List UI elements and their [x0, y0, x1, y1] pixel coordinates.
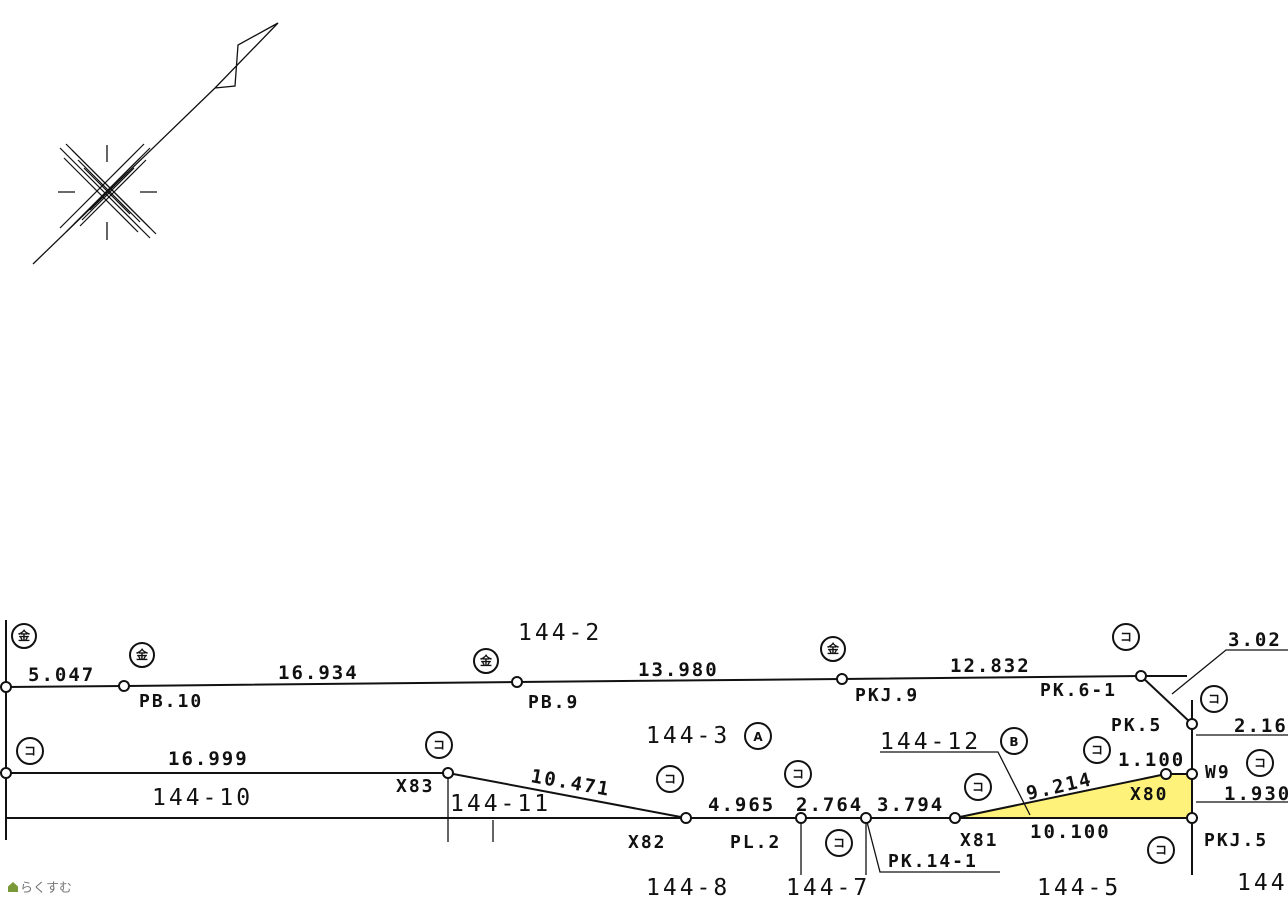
svg-text:4.965: 4.965	[708, 794, 775, 816]
svg-text:コ: コ	[833, 836, 845, 850]
svg-text:PK.5: PK.5	[1111, 715, 1162, 736]
svg-text:PKJ.9: PKJ.9	[855, 685, 919, 706]
point-labels: PB.10 PB.9 PKJ.9 PK.6-1 PK.5 W9 X80 X83 …	[139, 680, 1268, 872]
svg-text:X83: X83	[396, 776, 435, 797]
svg-text:2.16: 2.16	[1234, 715, 1288, 737]
svg-text:2.764: 2.764	[796, 794, 863, 816]
svg-text:12.832: 12.832	[950, 655, 1031, 677]
svg-text:1.930: 1.930	[1224, 783, 1288, 805]
svg-text:PB.10: PB.10	[139, 691, 203, 712]
survey-nodes	[0, 670, 1198, 824]
svg-text:コ: コ	[972, 780, 984, 794]
svg-text:144: 144	[1237, 870, 1288, 896]
area-label-markers: A B	[744, 722, 1028, 755]
svg-text:144-12: 144-12	[880, 729, 981, 755]
svg-text:金: 金	[17, 628, 31, 643]
svg-text:144-11: 144-11	[450, 791, 551, 817]
svg-text:コ: コ	[1155, 843, 1167, 857]
svg-text:金: 金	[135, 647, 149, 662]
concrete-marker-icons: コ コ コ コ コ コ コ コ コ コ コ	[16, 623, 1274, 864]
house-icon	[8, 882, 18, 892]
svg-text:13.980: 13.980	[638, 659, 719, 681]
parcel-labels: 144-2 144-3 144-12 144-10 144-11 144-8 1…	[152, 620, 1288, 897]
svg-text:X80: X80	[1130, 784, 1169, 805]
svg-text:PB.9: PB.9	[528, 692, 579, 713]
svg-text:PK.14-1: PK.14-1	[888, 851, 978, 872]
svg-text:X82: X82	[628, 832, 667, 853]
watermark-text: らくすむ	[20, 881, 73, 896]
svg-text:コ: コ	[24, 744, 36, 758]
svg-text:B: B	[1009, 735, 1018, 749]
north-arrow-icon	[32, 22, 279, 265]
svg-text:3.02: 3.02	[1228, 629, 1282, 651]
svg-text:コ: コ	[1208, 692, 1220, 706]
svg-text:144-7: 144-7	[786, 875, 870, 897]
svg-text:144-2: 144-2	[518, 620, 602, 646]
svg-text:金: 金	[479, 653, 493, 668]
highlighted-area	[955, 774, 1192, 818]
svg-text:W9: W9	[1205, 762, 1231, 783]
svg-text:144-3: 144-3	[646, 723, 730, 749]
svg-text:A: A	[753, 730, 763, 744]
svg-text:コ: コ	[664, 772, 676, 786]
svg-text:コ: コ	[792, 767, 804, 781]
svg-text:144-10: 144-10	[152, 785, 253, 811]
svg-text:16.934: 16.934	[278, 662, 359, 684]
dimension-labels: 5.047 16.934 13.980 12.832 3.02 2.16 1.1…	[28, 629, 1288, 843]
svg-text:X81: X81	[960, 830, 999, 851]
svg-text:コ: コ	[433, 738, 445, 752]
svg-text:PL.2: PL.2	[730, 832, 781, 853]
svg-text:5.047: 5.047	[28, 664, 95, 686]
svg-text:10.100: 10.100	[1030, 821, 1111, 843]
watermark-logo: らくすむ	[8, 877, 72, 896]
svg-text:PKJ.5: PKJ.5	[1204, 830, 1268, 851]
metal-marker-icons: 金 金 金 金	[11, 623, 846, 674]
svg-text:144-5: 144-5	[1037, 875, 1121, 897]
svg-text:金: 金	[826, 641, 840, 656]
svg-text:3.794: 3.794	[877, 794, 944, 816]
boundary-lines	[5, 620, 1288, 875]
svg-text:コ: コ	[1120, 630, 1132, 644]
svg-text:コ: コ	[1091, 743, 1103, 757]
svg-text:1.100: 1.100	[1118, 749, 1185, 771]
svg-text:PK.6-1: PK.6-1	[1040, 680, 1117, 701]
svg-text:144-8: 144-8	[646, 875, 730, 897]
svg-text:コ: コ	[1254, 756, 1266, 770]
svg-text:16.999: 16.999	[168, 748, 249, 770]
